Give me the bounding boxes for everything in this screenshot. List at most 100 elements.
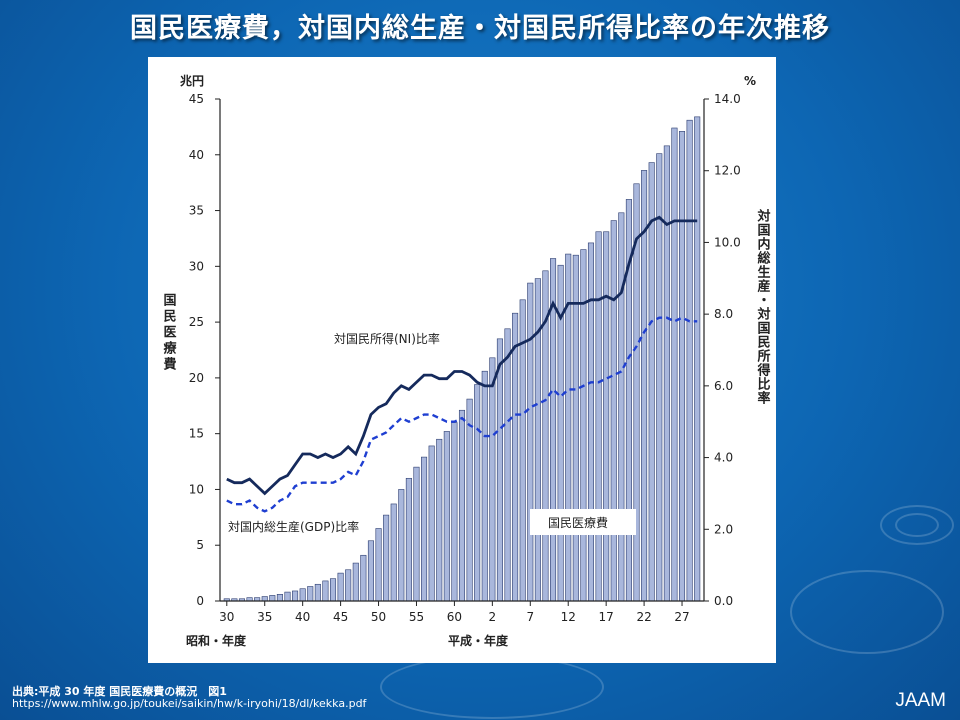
expense-bar xyxy=(337,572,344,602)
left-axis-unit: 兆円 xyxy=(180,73,204,88)
expense-bar xyxy=(527,282,534,602)
right-tick-label: 6.0 xyxy=(714,379,733,393)
expense-bar xyxy=(466,398,473,602)
expense-bar xyxy=(618,212,625,602)
x-ticks-layer: 30 35 40 45 50 55 60 2 7 12 17 22 27 xyxy=(219,601,690,624)
x-tick-label: 2 xyxy=(489,610,497,624)
brand-logo-text: JAAM xyxy=(895,690,946,711)
right-tick-label: 0.0 xyxy=(714,594,733,608)
expense-bar xyxy=(610,220,617,602)
expense-bar xyxy=(299,588,306,602)
expense-bar xyxy=(489,357,496,602)
expense-bar xyxy=(269,595,276,602)
right-tick-label: 12.0 xyxy=(714,164,741,178)
expense-bar xyxy=(367,540,374,602)
left-tick-label: 5 xyxy=(196,538,204,552)
x-axis-label-heisei: 平成・年度 xyxy=(448,633,509,648)
expense-bar xyxy=(671,127,678,602)
expense-bar xyxy=(307,586,314,602)
expense-bar xyxy=(405,477,412,602)
right-tick-label: 8.0 xyxy=(714,307,733,321)
left-tick-label: 30 xyxy=(189,259,204,273)
x-tick-label: 30 xyxy=(219,610,234,624)
expense-bar xyxy=(329,578,337,602)
right-tick-label: 10.0 xyxy=(714,235,741,249)
expense-bar xyxy=(284,591,291,602)
x-axis-label-showa: 昭和・年度 xyxy=(186,633,247,648)
x-tick-label: 27 xyxy=(674,610,689,624)
expense-bar xyxy=(314,583,321,602)
left-ticks-layer: 0 5 10 15 20 25 30 35 40 45 xyxy=(189,92,220,608)
expense-bar xyxy=(352,562,359,602)
expense-bar xyxy=(261,596,268,602)
water-ripple-decoration xyxy=(790,570,944,654)
expense-bar xyxy=(512,312,519,602)
expense-bar xyxy=(360,554,367,602)
expense-bar xyxy=(648,162,655,602)
gdp-ratio-annotation: 対国内総生産(GDP)比率 xyxy=(228,519,359,534)
expense-bar xyxy=(663,145,670,602)
water-ripple-decoration xyxy=(880,505,954,545)
expense-bar xyxy=(443,431,450,602)
right-tick-label: 4.0 xyxy=(714,451,733,465)
expense-bar xyxy=(686,119,693,602)
expense-bar xyxy=(504,328,511,602)
expense-bar xyxy=(322,580,329,602)
source-citation: 出典:平成 30 年度 国民医療費の概況 図1 xyxy=(12,685,227,698)
expense-bar xyxy=(345,569,352,602)
expense-bar xyxy=(678,131,686,602)
x-tick-label: 45 xyxy=(333,610,348,624)
x-tick-label: 35 xyxy=(257,610,272,624)
chart-panel: 0 5 10 15 20 25 30 35 40 45 0.0 2.0 4.0 6.0 8.0 10.0 12… xyxy=(148,57,776,663)
left-tick-label: 25 xyxy=(189,315,204,329)
expense-bar xyxy=(292,590,299,602)
expense-bar xyxy=(458,409,466,602)
left-tick-label: 15 xyxy=(189,427,204,441)
expense-bar xyxy=(572,254,579,602)
water-ripple-decoration xyxy=(380,655,604,719)
right-tick-label: 14.0 xyxy=(714,92,741,106)
left-tick-label: 35 xyxy=(189,204,204,218)
x-tick-label: 50 xyxy=(371,610,386,624)
left-tick-label: 10 xyxy=(189,482,204,496)
expense-bar xyxy=(428,445,435,602)
expense-bar xyxy=(496,338,503,602)
x-tick-label: 40 xyxy=(295,610,310,624)
bar-series-annotation: 国民医療費 xyxy=(548,515,608,530)
expense-bar xyxy=(587,242,595,602)
right-axis-unit: % xyxy=(744,74,756,88)
water-ripple-decoration xyxy=(895,513,939,537)
bar-series-label-box xyxy=(530,509,636,535)
expense-bar xyxy=(421,456,428,602)
expense-bar xyxy=(390,503,397,602)
ni-ratio-line xyxy=(226,215,698,496)
x-tick-label: 22 xyxy=(636,610,651,624)
right-ticks-layer: 0.0 2.0 4.0 6.0 8.0 10.0 12.0 14.0 xyxy=(704,92,741,608)
expense-bar xyxy=(595,231,602,602)
expense-bar xyxy=(694,116,701,602)
right-axis-label: 対国内総生産・対国民所得比率 xyxy=(755,208,772,405)
x-tick-label: 55 xyxy=(409,610,424,624)
expense-bar xyxy=(413,466,420,602)
x-tick-label: 12 xyxy=(561,610,576,624)
expense-bar xyxy=(375,528,382,602)
left-tick-label: 45 xyxy=(189,92,204,106)
left-tick-label: 40 xyxy=(189,148,204,162)
slide-title: 国民医療費，対国内総生産・対国民所得比率の年次推移 xyxy=(130,13,830,44)
expense-bar xyxy=(481,370,488,602)
x-tick-label: 17 xyxy=(599,610,614,624)
bars-layer xyxy=(223,116,701,602)
expense-bar xyxy=(436,438,443,602)
expense-bar xyxy=(383,514,390,602)
left-axis-label: 国民医療費 xyxy=(161,293,177,373)
x-tick-label: 7 xyxy=(526,610,534,624)
source-url: https://www.mhlw.go.jp/toukei/saikin/hw/… xyxy=(12,697,367,710)
x-tick-label: 60 xyxy=(447,610,462,624)
left-tick-label: 0 xyxy=(196,594,204,608)
lines-layer xyxy=(226,215,698,513)
expense-bar xyxy=(276,594,283,602)
medical-expense-chart: 0 5 10 15 20 25 30 35 40 45 0.0 2.0 4.0 6.0 8.0 10.0 12… xyxy=(161,73,772,648)
expense-bar xyxy=(603,231,610,602)
gdp-ratio-line xyxy=(226,316,698,513)
left-tick-label: 20 xyxy=(189,371,204,385)
